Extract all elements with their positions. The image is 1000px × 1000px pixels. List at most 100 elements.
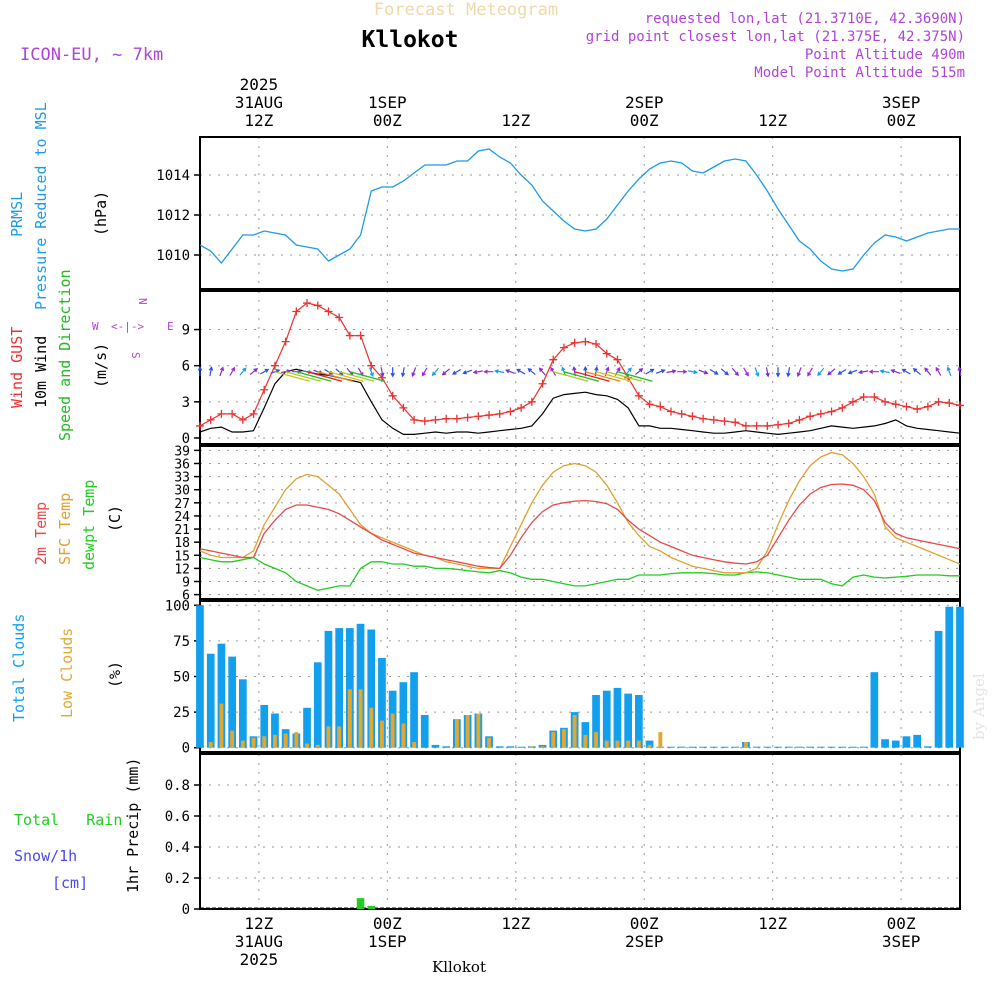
low-cloud-bar-37 xyxy=(594,732,598,748)
pressure-ytick-label-0: 1010 xyxy=(156,248,190,264)
gust-marker-54 xyxy=(774,420,783,429)
wind-dir-arrow-59 xyxy=(827,368,836,376)
total-cloud-bar-40 xyxy=(624,693,632,748)
low-cloud-bar-16 xyxy=(369,707,374,748)
bottom-axis-label-4-0: 12Z xyxy=(758,914,787,933)
low-cloud-bar-38 xyxy=(604,740,609,748)
gust-marker-41 xyxy=(634,391,643,400)
total-cloud-bar-37 xyxy=(592,695,600,748)
total-cloud-bar-2 xyxy=(217,643,226,748)
total-cloud-bar-48 xyxy=(709,746,718,748)
total-cloud-bar-28 xyxy=(495,746,504,748)
pressure-units: (hPa) xyxy=(92,191,110,236)
wind-dir-arrow-28 xyxy=(494,369,505,374)
pressure-line xyxy=(199,148,960,272)
gust-marker-71 xyxy=(956,401,964,410)
total-cloud-bar-58 xyxy=(817,746,825,748)
temperature-ytick-label-8: 30 xyxy=(174,484,190,499)
wind-strong-arrow-0-12 xyxy=(328,371,364,382)
top-axis-label-5-1: 00Z xyxy=(887,111,916,130)
gust-marker-62 xyxy=(859,393,868,402)
total-cloud-bar-19 xyxy=(399,682,408,748)
wind-dir-arrow-5 xyxy=(249,367,258,376)
wind-dir-arrow-55 xyxy=(786,367,791,378)
total-cloud-bar-11 xyxy=(313,662,322,748)
total-cloud-bar-46 xyxy=(688,746,697,748)
t2m-line xyxy=(199,483,961,570)
wind-ytick-label-2: 6 xyxy=(182,359,190,375)
wind-dir-arrow-49 xyxy=(720,368,729,376)
clouds-panel: 0 25 50 75 100 xyxy=(165,598,964,757)
total-cloud-bar-45 xyxy=(677,746,686,748)
clouds-ytick-label-4: 100 xyxy=(165,598,190,614)
wind-strong-arrow-0-8 xyxy=(285,371,321,382)
total-cloud-bar-6 xyxy=(260,705,269,748)
wind-ytick-label-3: 9 xyxy=(182,323,190,339)
precip-ytick-label-1: 0.2 xyxy=(165,871,190,887)
wind-strong-arrow-0-11 xyxy=(317,371,353,382)
wind-dir-arrow-71 xyxy=(957,366,962,377)
total-cloud-bar-17 xyxy=(378,658,386,748)
gridpoint-coords: grid point closest lon,lat (21.375E, 42.… xyxy=(586,29,965,45)
rain-bar-0 xyxy=(356,898,365,909)
legend-snow: Snow/1h xyxy=(14,847,77,865)
gust-marker-34 xyxy=(559,343,568,352)
gust-marker-9 xyxy=(292,307,301,316)
requested-coords: requested lon,lat (21.3710E, 42.3690N) xyxy=(645,11,965,27)
gust-marker-22 xyxy=(431,415,440,424)
wind-dir-arrow-53 xyxy=(765,367,770,378)
precip-ylabels: 1hr Precip (mm) Total Rain Snow/1h [cm] xyxy=(14,758,142,893)
low-cloud-bar-1 xyxy=(208,742,213,748)
wind-dir-arrow-70 xyxy=(946,366,952,377)
total-cloud-bar-30 xyxy=(517,746,525,748)
total-cloud-bar-12 xyxy=(324,630,333,748)
total-cloud-bar-14 xyxy=(346,628,354,748)
low-cloud-bar-19 xyxy=(401,723,406,748)
gust-marker-65 xyxy=(891,400,900,409)
wind-strong-arrow-0-10 xyxy=(306,371,343,382)
clouds-ytick-label-1: 25 xyxy=(173,705,190,721)
low-cloud-bar-35 xyxy=(572,715,577,748)
credit-watermark: by Angel xyxy=(970,673,988,740)
gust-marker-11 xyxy=(313,301,322,310)
total-cloud-bar-63 xyxy=(870,672,879,748)
clouds-units: (%) xyxy=(106,661,124,688)
precip-ytick-label-4: 0.8 xyxy=(165,778,190,794)
bottom-axis-label-0-1: 31AUG xyxy=(235,932,283,951)
total-cloud-bar-69 xyxy=(934,630,943,748)
low-cloud-bar-12 xyxy=(326,726,331,748)
wind-dir-arrow-46 xyxy=(687,369,699,375)
wind-dir-arrow-4 xyxy=(239,367,247,376)
gust-marker-33 xyxy=(549,355,558,364)
low-cloud-bar-40 xyxy=(626,740,631,748)
total-cloud-bar-67 xyxy=(913,734,921,748)
low-cloud-bar-5 xyxy=(251,737,256,748)
low-cloud-bar-15 xyxy=(358,689,363,748)
gust-marker-66 xyxy=(902,402,911,411)
wind-dir-arrow-64 xyxy=(879,369,890,374)
gust-marker-8 xyxy=(281,337,290,346)
gust-marker-26 xyxy=(474,412,483,421)
wind-speed-line xyxy=(199,368,961,436)
wind-dir-arrow-44 xyxy=(666,369,677,374)
temperature-ytick-label-10: 36 xyxy=(174,457,190,472)
model-label: ICON-EU, ~ 7km xyxy=(20,45,163,65)
wind-dir-arrow-2 xyxy=(219,366,225,377)
wind-dir-arrow-43 xyxy=(655,369,666,374)
wind-panel: 0 3 6 9 xyxy=(182,290,964,447)
temperature-ytick-label-2: 12 xyxy=(174,562,190,577)
low-cloud-bar-42 xyxy=(647,744,652,748)
temperature-ylabels: 2m Temp SFC Temp dewpt Temp (C) xyxy=(32,480,124,570)
wind-dir-arrow-6 xyxy=(260,368,270,375)
gust-marker-25 xyxy=(463,413,472,422)
total-cloud-bar-36 xyxy=(581,722,590,748)
gust-marker-69 xyxy=(934,397,943,406)
gust-marker-70 xyxy=(945,399,954,408)
gust-marker-51 xyxy=(741,421,750,430)
wind-dir-arrow-32 xyxy=(538,367,546,376)
gust-marker-48 xyxy=(709,415,718,424)
gust-marker-44 xyxy=(666,407,675,416)
wind-dir-arrow-25 xyxy=(462,369,473,375)
total-cloud-bar-52 xyxy=(752,746,761,748)
